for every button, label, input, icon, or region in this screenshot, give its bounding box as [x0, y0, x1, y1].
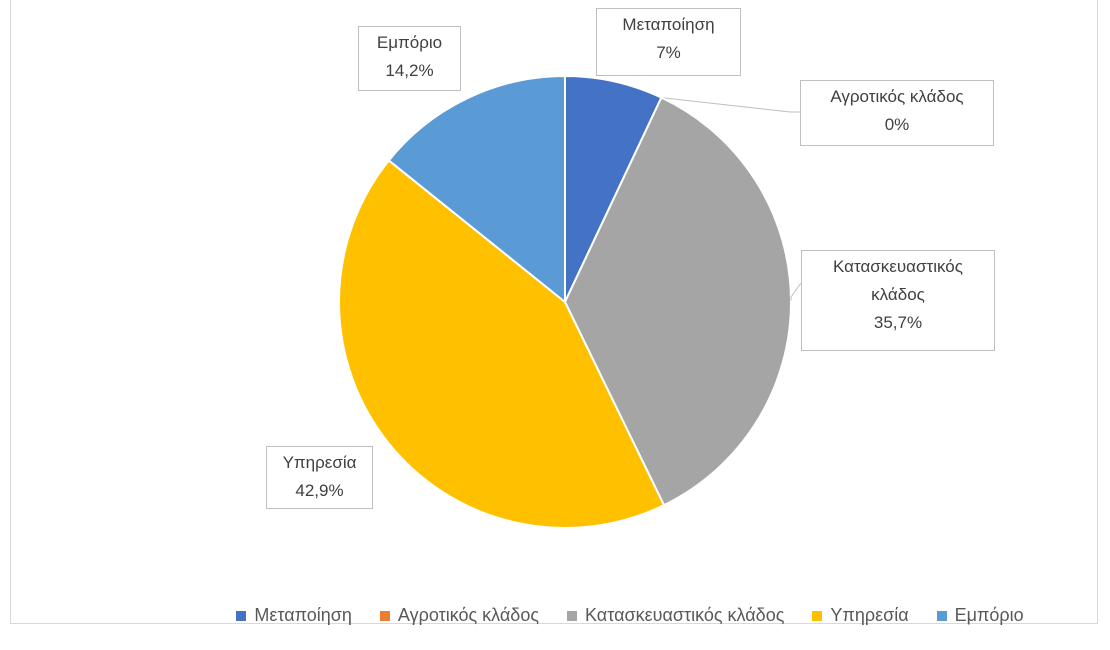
legend-label: Κατασκευαστικός κλάδος [585, 605, 785, 625]
pie-slice [563, 96, 792, 507]
legend: Μεταποίηση Αγροτικός κλάδος Κατασκευαστικό… [0, 605, 1110, 626]
data-label-value: 14,2% [385, 61, 434, 80]
data-label: Υπηρεσία 42,9% [266, 446, 373, 509]
data-label: Αγροτικός κλάδος 0% [800, 80, 994, 146]
legend-swatch [379, 610, 390, 621]
data-label-category: Μεταποίηση [622, 15, 715, 34]
data-label-category: Υπηρεσία [282, 453, 357, 472]
leader-line [661, 97, 800, 113]
data-label: Εμπόριο 14,2% [358, 26, 461, 91]
legend-label: Εμπόριο [954, 605, 1024, 625]
data-label-value: 42,9% [295, 481, 344, 500]
legend-swatch [812, 610, 823, 621]
legend-swatch [236, 610, 247, 621]
data-label: Κατασκευαστικός κλάδος 35,7% [801, 250, 995, 351]
leader-line [790, 282, 802, 301]
data-label-value: 0% [884, 115, 910, 134]
data-label-category: Εμπόριο [376, 33, 443, 52]
chart-frame [10, 0, 1098, 624]
pie-slice [387, 74, 566, 305]
data-label-value: 7% [656, 43, 681, 62]
pie-slice [338, 159, 666, 529]
legend-item: Αγροτικός κλάδος [379, 605, 540, 626]
legend-item: Υπηρεσία [812, 605, 909, 626]
legend-label: Αγροτικός κλάδος [397, 605, 540, 625]
data-label-value: 35,7% [873, 313, 923, 332]
legend-item: Εμπόριο [936, 605, 1024, 626]
legend-item: Μεταποίηση [236, 605, 352, 626]
data-label-category: Αγροτικός κλάδος [830, 87, 964, 106]
legend-label: Υπηρεσία [830, 605, 909, 625]
data-label-category: Κατασκευαστικός κλάδος [833, 257, 963, 304]
legend-swatch [567, 610, 578, 621]
data-label: Μεταποίηση 7% [596, 8, 741, 76]
legend-item: Κατασκευαστικός κλάδος [567, 605, 784, 626]
legend-swatch [936, 610, 947, 621]
legend-label: Μεταποίηση [254, 605, 352, 625]
